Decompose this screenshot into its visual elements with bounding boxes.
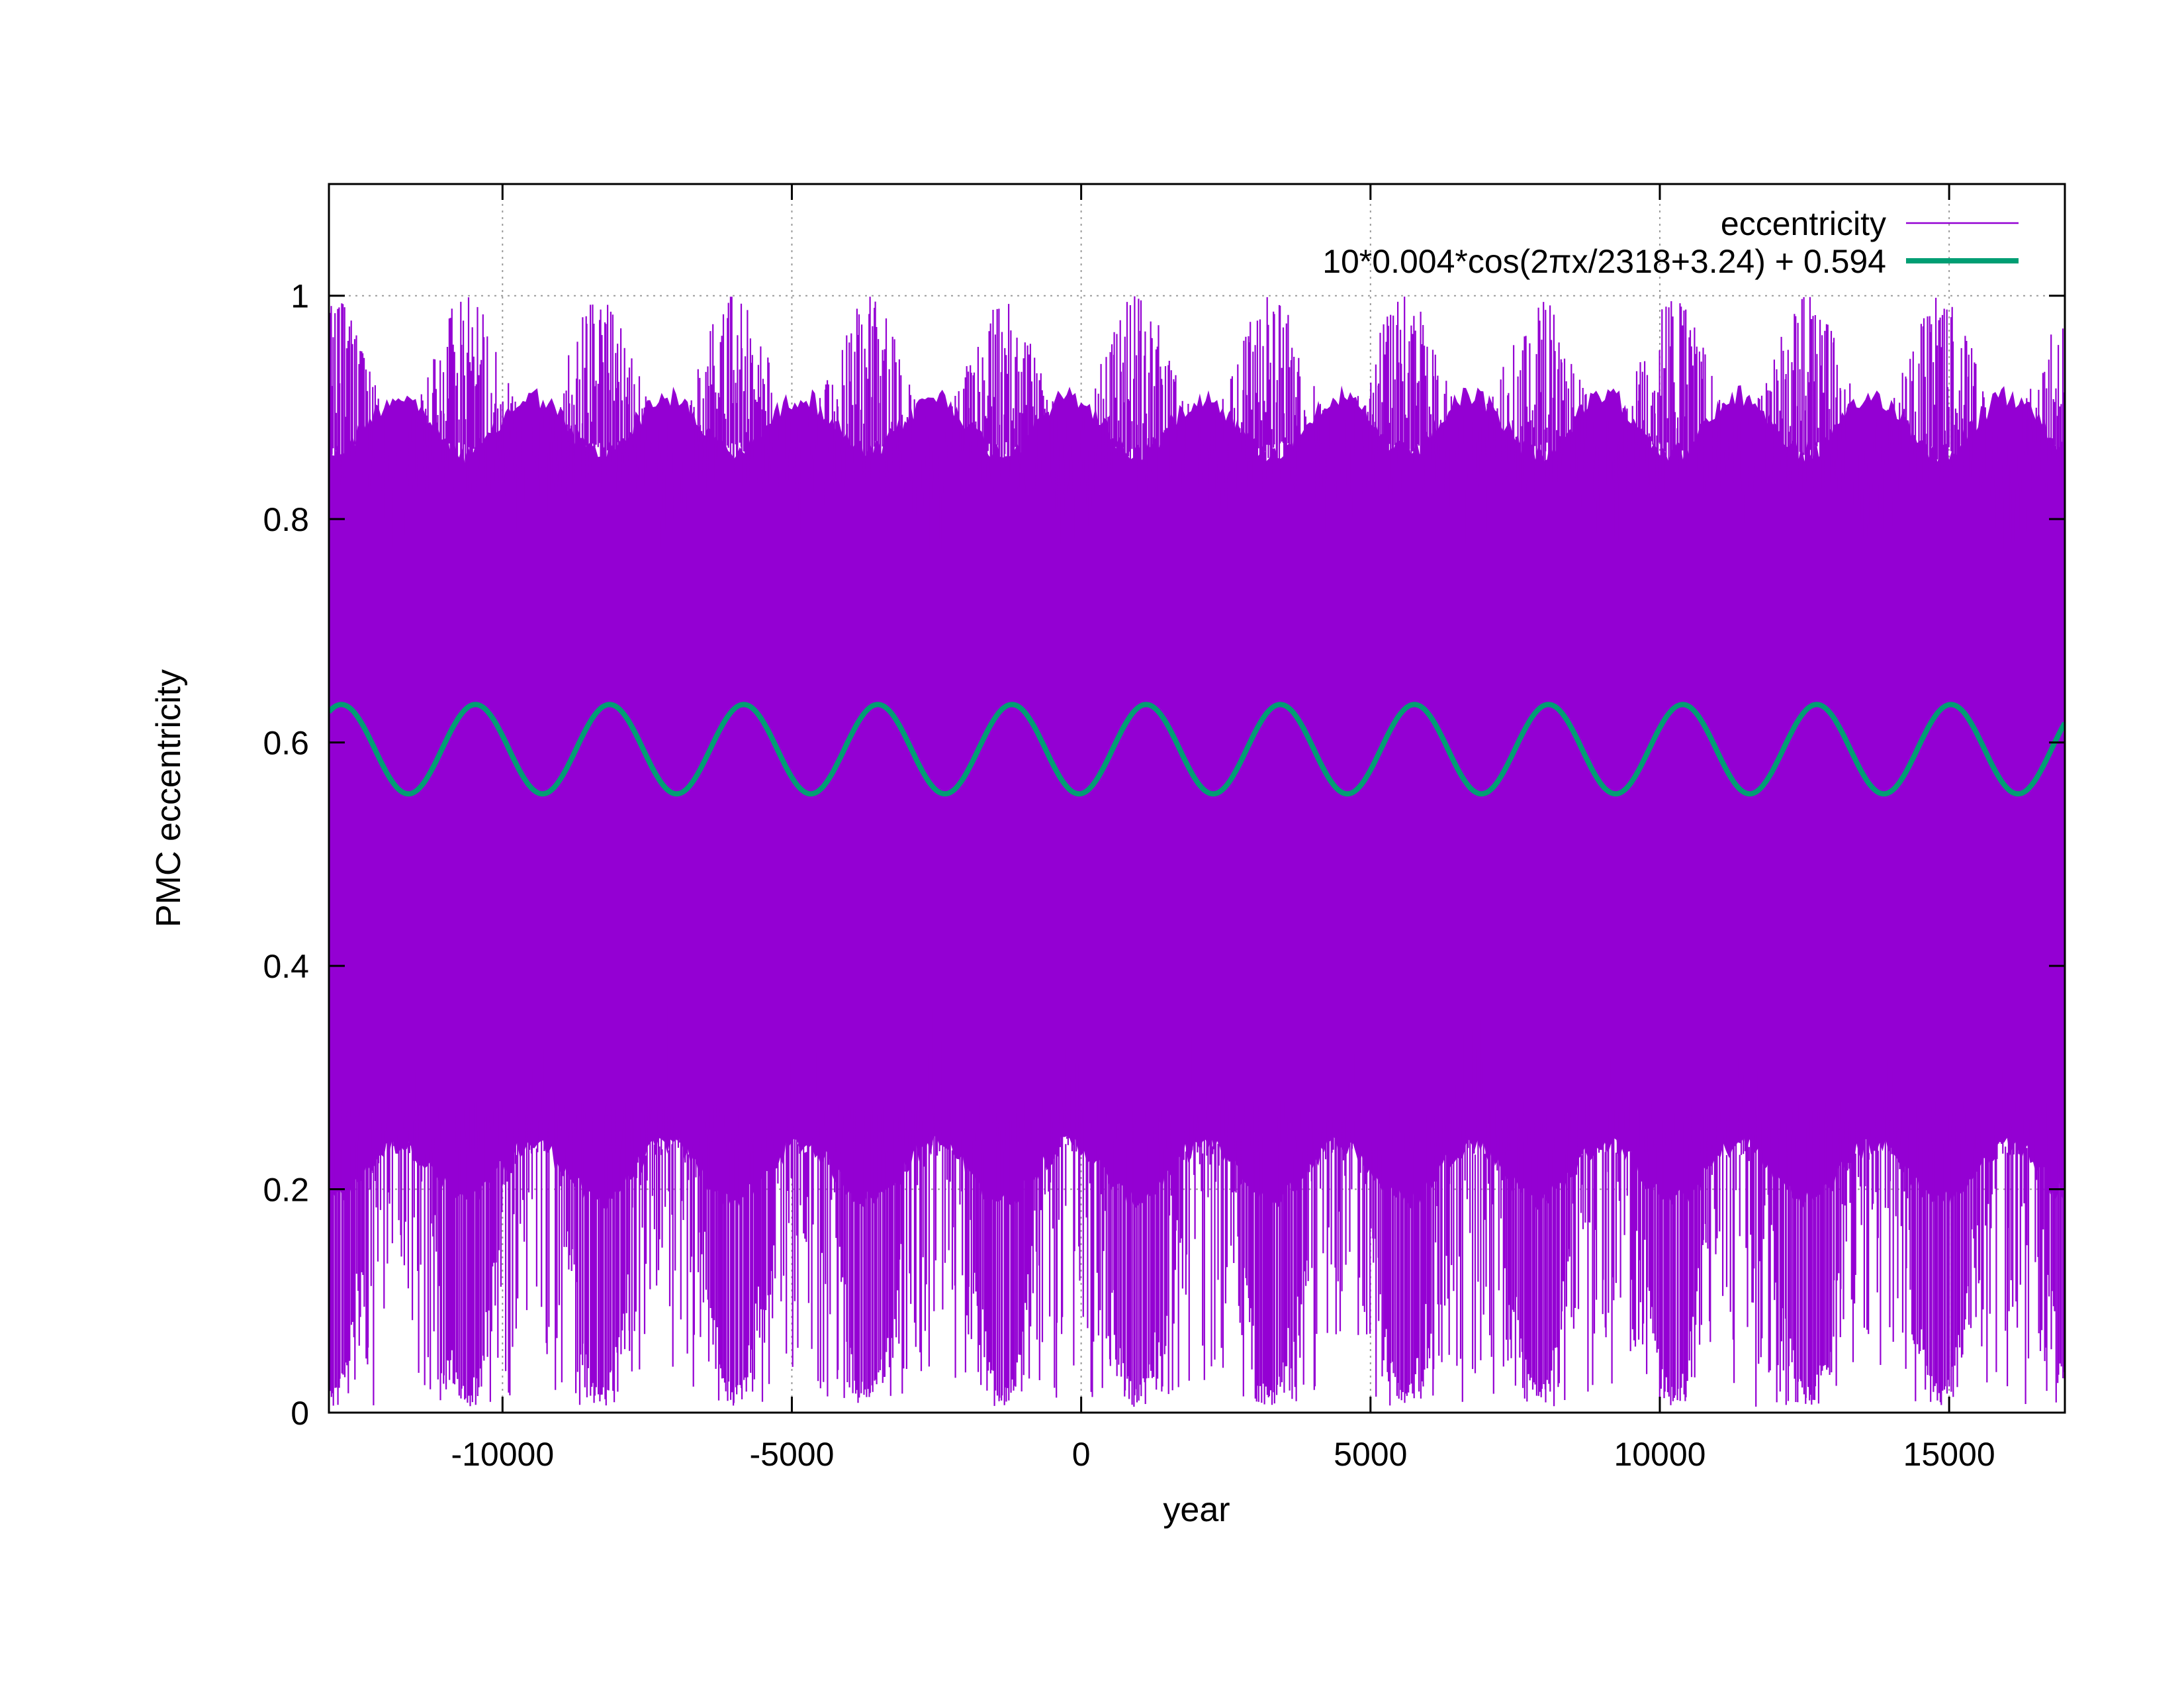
x-axis-title: year xyxy=(1163,1491,1230,1529)
x-tick-label: 10000 xyxy=(1614,1436,1706,1473)
y-tick-label: 0.4 xyxy=(263,948,309,985)
plot-frame xyxy=(328,183,2066,1414)
x-axis-tick-labels: -10000 -5000 0 5000 10000 15000 xyxy=(451,1436,1995,1473)
y-tick-label: 1 xyxy=(291,278,309,315)
x-tick-label: -10000 xyxy=(451,1436,554,1473)
legend-label-eccentricity: eccentricity xyxy=(1721,205,1886,242)
x-tick-label: -5000 xyxy=(750,1436,835,1473)
y-tick-label: 0.6 xyxy=(263,725,309,762)
axis-ticks xyxy=(329,184,2065,1414)
y-axis-title: PMC eccentricity xyxy=(150,669,188,927)
fit-curve-line xyxy=(329,702,2065,797)
x-tick-label: 5000 xyxy=(1334,1436,1407,1473)
y-tick-label: 0 xyxy=(291,1395,309,1432)
eccentricity-band xyxy=(329,385,2065,1211)
x-tick-label: 0 xyxy=(1072,1436,1091,1473)
y-tick-label: 0.2 xyxy=(263,1172,309,1209)
y-axis-tick-labels: 0 0.2 0.4 0.6 0.8 1 xyxy=(263,278,309,1432)
x-tick-label: 15000 xyxy=(1903,1436,1995,1473)
legend: eccentricity 10*0.004*cos(2πx/2318+3.24)… xyxy=(1322,205,2019,280)
y-tick-label: 0.8 xyxy=(263,501,309,538)
legend-label-fit-curve: 10*0.004*cos(2πx/2318+3.24) + 0.594 xyxy=(1322,243,1886,280)
plot-area xyxy=(329,296,2065,1407)
